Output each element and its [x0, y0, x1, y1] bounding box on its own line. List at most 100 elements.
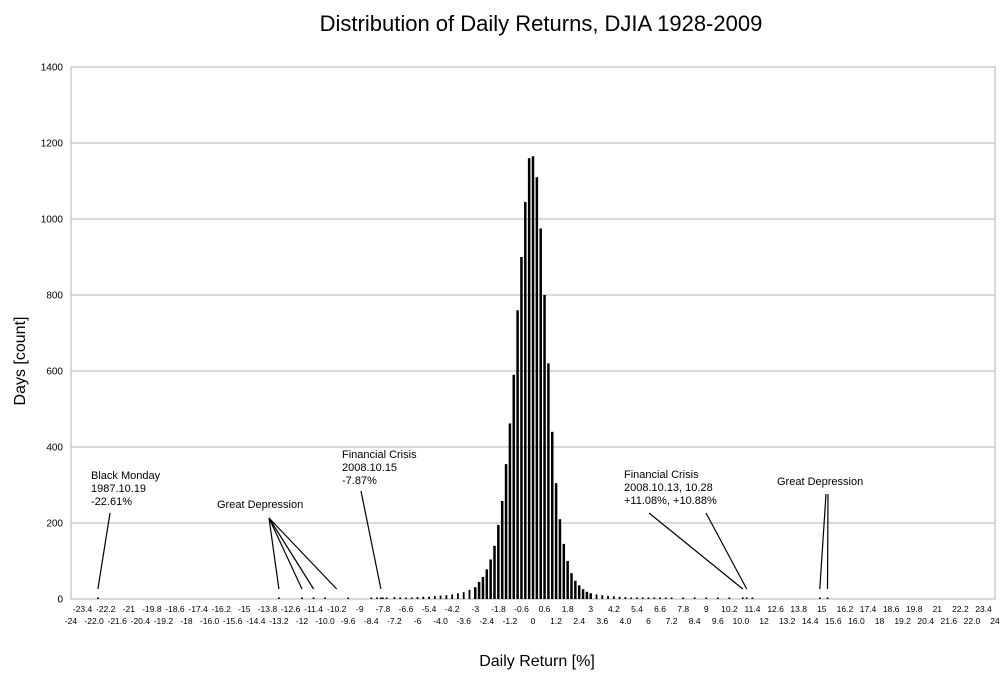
- x-tick-label: -7.8: [376, 604, 391, 614]
- annotation-leader: [705, 512, 748, 590]
- annotation-leader: [97, 512, 111, 590]
- x-tick-label: -21.6: [108, 616, 128, 626]
- histogram-bar: [516, 310, 519, 599]
- y-tick-label: 1000: [41, 215, 64, 226]
- x-tick-label: -3: [472, 604, 480, 614]
- x-tick-label: 1.2: [550, 616, 562, 626]
- x-tick-label: 10.2: [721, 604, 738, 614]
- x-tick-label: -11.4: [304, 604, 323, 614]
- histogram-bar: [705, 597, 708, 599]
- histogram-bar: [385, 597, 388, 599]
- histogram-bar: [612, 596, 615, 599]
- annotation-line: Great Depression: [217, 499, 303, 511]
- histogram-bar: [551, 431, 554, 599]
- histogram-bar: [554, 483, 558, 599]
- x-axis-ticks: -23.4 -22.2 -21 -19.8 -18.6 -17.4 -16.2 -15 -13.…: [65, 604, 1000, 626]
- annotation-leader: [648, 512, 744, 590]
- histogram-bar: [826, 597, 829, 599]
- annotation-line: Financial Crisis: [624, 469, 699, 481]
- x-tick-label: -10.0: [315, 616, 335, 626]
- histogram-bar: [682, 597, 685, 599]
- x-tick-label: -1.8: [491, 604, 506, 614]
- histogram-bar: [543, 295, 546, 599]
- x-tick-label: 11.4: [745, 604, 761, 614]
- x-tick-label: -19.8: [142, 604, 162, 614]
- x-tick-label: -22.0: [84, 616, 104, 626]
- x-tick-label: 6.6: [654, 604, 666, 614]
- histogram-bar: [422, 596, 425, 599]
- x-tick-label: 9: [704, 604, 709, 614]
- histogram-bar: [457, 593, 459, 599]
- histogram-bar: [520, 257, 523, 599]
- x-axis-title: Daily Return [%]: [479, 653, 595, 670]
- x-tick-label: 18: [875, 616, 885, 626]
- annotation: Great Depression: [777, 476, 863, 590]
- histogram-bar: [508, 423, 512, 599]
- histogram-bar: [504, 464, 508, 599]
- x-tick-label: 0: [531, 616, 536, 626]
- annotation-line: 1987.10.19: [91, 483, 146, 495]
- annotation-leader: [268, 517, 303, 590]
- x-tick-label: 7.2: [666, 616, 678, 626]
- annotation-line: Black Monday: [91, 470, 161, 482]
- histogram-bar: [577, 585, 581, 599]
- histogram-bar: [301, 597, 303, 599]
- annotation-line: -7.87%: [342, 475, 377, 487]
- histogram-bar: [399, 597, 402, 599]
- y-tick-label: 200: [46, 519, 63, 530]
- x-tick-label: 12: [759, 616, 769, 626]
- histogram-bar: [410, 597, 413, 599]
- histogram-bar: [547, 363, 550, 599]
- annotation: Great Depression: [217, 499, 338, 590]
- x-tick-label: 23.4: [975, 604, 992, 614]
- histogram-bar: [485, 569, 489, 599]
- x-tick-label: -19.2: [154, 616, 174, 626]
- x-tick-label: -20.4: [131, 616, 151, 626]
- x-tick-label: 3.6: [596, 616, 608, 626]
- annotation-leader: [268, 517, 315, 590]
- histogram-bar: [653, 597, 656, 599]
- x-tick-label: 24: [990, 616, 1000, 626]
- x-tick-label: 9.6: [712, 616, 724, 626]
- x-tick-label: -13.2: [269, 616, 289, 626]
- x-tick-label: -15: [238, 604, 251, 614]
- histogram-bar: [477, 581, 481, 599]
- histogram-bar: [462, 592, 465, 599]
- x-tick-label: -14.4: [246, 616, 266, 626]
- x-tick-label: -10.2: [327, 604, 347, 614]
- x-tick-label: -6.6: [399, 604, 414, 614]
- histogram-bar: [741, 597, 744, 599]
- histogram-bar: [405, 597, 407, 599]
- x-tick-label: -12: [296, 616, 309, 626]
- x-tick-label: 14.4: [802, 616, 819, 626]
- histogram-bar: [324, 597, 326, 599]
- x-tick-label: -16.0: [200, 616, 220, 626]
- y-tick-label: 1200: [41, 139, 64, 150]
- histogram-bar: [751, 597, 754, 599]
- histogram-bar: [428, 596, 430, 599]
- x-tick-label: 16.0: [848, 616, 865, 626]
- histogram-bar: [581, 589, 585, 599]
- histogram-bar: [376, 597, 378, 599]
- x-tick-label: 22.0: [964, 616, 981, 626]
- x-tick-label: 15.6: [825, 616, 842, 626]
- histogram-bar: [468, 589, 471, 599]
- histogram-bar: [558, 519, 562, 599]
- histogram-bar: [439, 595, 442, 599]
- histogram-bar: [97, 597, 99, 599]
- x-tick-label: -23.4: [73, 604, 93, 614]
- histogram-bar: [630, 597, 633, 599]
- y-tick-label: 1400: [41, 63, 64, 74]
- histogram-bar: [535, 177, 539, 599]
- x-tick-label: -17.4: [188, 604, 208, 614]
- x-tick-label: -12.6: [281, 604, 301, 614]
- annotation-leader: [826, 493, 829, 590]
- x-tick-label: 4.0: [619, 616, 631, 626]
- histogram-bar: [618, 596, 621, 599]
- chart-title: Distribution of Daily Returns, DJIA 1928…: [320, 11, 763, 36]
- histogram-bar: [524, 201, 527, 599]
- histogram-bar: [818, 597, 821, 599]
